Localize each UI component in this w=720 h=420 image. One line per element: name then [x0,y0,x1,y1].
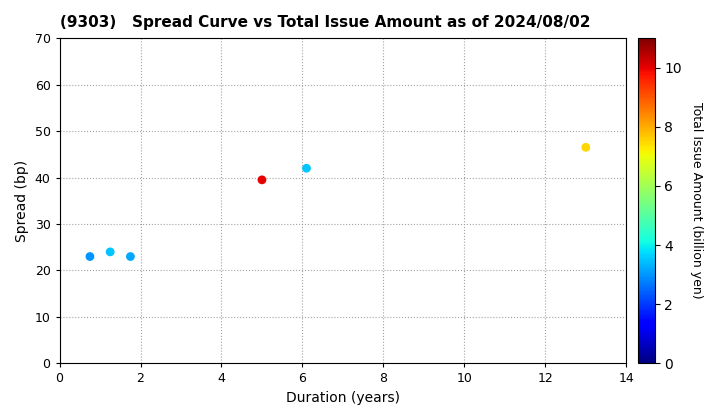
X-axis label: Duration (years): Duration (years) [286,391,400,405]
Point [84,253,96,260]
Point [301,165,312,172]
Point [125,253,136,260]
Point [580,144,592,151]
Point [256,176,268,183]
Text: (9303)   Spread Curve vs Total Issue Amount as of 2024/08/02: (9303) Spread Curve vs Total Issue Amoun… [60,15,590,30]
Y-axis label: Spread (bp): Spread (bp) [15,160,29,242]
Point [104,249,116,255]
Y-axis label: Total Issue Amount (billion yen): Total Issue Amount (billion yen) [690,102,703,299]
